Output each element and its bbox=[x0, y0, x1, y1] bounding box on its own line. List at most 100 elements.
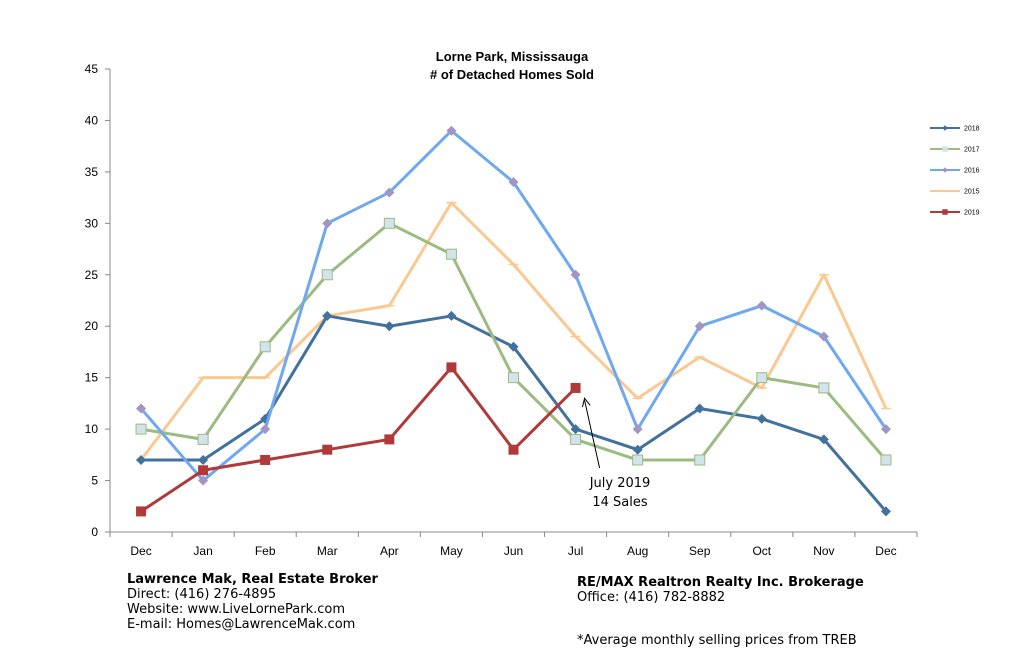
series-2017 bbox=[135, 217, 892, 466]
x-tick-label: May bbox=[440, 544, 463, 558]
brokerage-name: RE/MAX Realtron Realty Inc. Brokerage bbox=[577, 575, 864, 590]
data-point-2019 bbox=[384, 434, 395, 445]
series-2018 bbox=[136, 310, 891, 517]
data-point-2016 bbox=[446, 125, 457, 136]
data-point-2017 bbox=[383, 217, 395, 229]
data-point-2018 bbox=[198, 454, 209, 465]
x-tick-label: Jun bbox=[504, 544, 523, 558]
data-point-2016 bbox=[694, 321, 705, 332]
data-point-2017 bbox=[756, 372, 768, 384]
series-2016 bbox=[136, 125, 891, 486]
chart-annotation: July 2019 14 Sales bbox=[581, 397, 651, 510]
data-point-2016 bbox=[198, 475, 209, 486]
broker-website[interactable]: Website: www.LiveLornePark.com bbox=[127, 602, 346, 617]
chart-title: Lorne Park, Mississauga bbox=[436, 49, 589, 64]
broker-contact: Lawrence Mak, Real Estate Broker Direct:… bbox=[127, 572, 378, 632]
source-note: *Average monthly selling prices from TRE… bbox=[577, 633, 857, 648]
data-point-2017 bbox=[632, 454, 644, 466]
data-point-2016 bbox=[508, 177, 519, 188]
chart-legend: 2018 2017 2016 2015 2019 bbox=[930, 125, 980, 217]
legend-item-2015: 2015 bbox=[930, 189, 980, 196]
data-point-2016 bbox=[260, 424, 271, 435]
x-tick-label: Oct bbox=[752, 544, 771, 558]
legend-marker bbox=[942, 125, 948, 131]
x-tick-label: Sep bbox=[689, 544, 711, 558]
legend-marker bbox=[942, 167, 948, 173]
legend-item-2017: 2017 bbox=[930, 146, 980, 154]
brokerage-office-phone: Office: (416) 782-8882 bbox=[577, 590, 726, 605]
series-2019 bbox=[136, 362, 581, 517]
x-tick-label: Apr bbox=[380, 544, 399, 558]
annotation-text: July 2019 bbox=[589, 476, 651, 491]
data-point-2016 bbox=[632, 424, 643, 435]
data-point-2016 bbox=[322, 218, 333, 229]
x-tick-label: Feb bbox=[255, 544, 276, 558]
data-point-2018 bbox=[446, 310, 457, 321]
x-tick-label: Jul bbox=[568, 544, 583, 558]
data-point-2018 bbox=[632, 444, 643, 455]
data-point-2016 bbox=[570, 269, 581, 280]
data-point-2019 bbox=[260, 454, 271, 465]
series-line-2019 bbox=[140, 365, 577, 513]
y-tick-label: 15 bbox=[85, 371, 99, 385]
data-point-2016 bbox=[818, 331, 829, 342]
data-point-2018 bbox=[694, 403, 705, 414]
data-point-2019 bbox=[198, 465, 209, 476]
legend-label: 2015 bbox=[964, 189, 980, 196]
broker-direct-phone: Direct: (416) 276-4895 bbox=[127, 587, 277, 602]
broker-email[interactable]: E-mail: Homes@LawrenceMak.com bbox=[127, 617, 356, 632]
data-point-2018 bbox=[322, 310, 333, 321]
data-point-2018 bbox=[756, 413, 767, 424]
line-chart: Lorne Park, Mississauga # of Detached Ho… bbox=[85, 49, 980, 558]
data-point-2017 bbox=[259, 341, 271, 353]
annotation-arrow-head bbox=[581, 397, 591, 408]
data-point-2017 bbox=[321, 269, 333, 281]
data-point-2017 bbox=[135, 423, 147, 435]
data-point-2017 bbox=[818, 382, 830, 394]
data-point-2019 bbox=[322, 444, 333, 455]
legend-marker bbox=[942, 146, 948, 152]
legend-item-2018: 2018 bbox=[930, 125, 980, 133]
legend-label: 2018 bbox=[964, 126, 980, 133]
x-tick-label: Dec bbox=[130, 544, 151, 558]
data-point-2018 bbox=[570, 424, 581, 435]
x-tick-label: Mar bbox=[317, 544, 338, 558]
chart-axes: 0 5 10 15 20 25 30 35 40 45 Dec Jan Feb Mar Apr May Jun J… bbox=[85, 62, 918, 558]
y-tick-label: 40 bbox=[85, 113, 99, 127]
y-tick-label: 5 bbox=[91, 474, 98, 488]
data-point-2017 bbox=[445, 248, 457, 260]
data-point-2019 bbox=[570, 382, 581, 393]
data-point-2017 bbox=[880, 454, 892, 466]
y-tick-label: 0 bbox=[91, 525, 98, 539]
data-point-2018 bbox=[384, 321, 395, 332]
data-point-2017 bbox=[197, 433, 209, 445]
data-point-2019 bbox=[508, 444, 519, 455]
data-point-2017 bbox=[570, 433, 582, 445]
data-point-2018 bbox=[508, 341, 519, 352]
y-tick-label: 25 bbox=[85, 268, 99, 282]
y-tick-label: 20 bbox=[85, 319, 99, 333]
data-point-2016 bbox=[756, 300, 767, 311]
x-tick-label: Aug bbox=[627, 544, 648, 558]
data-point-2017 bbox=[508, 372, 519, 384]
annotation-arrow-line bbox=[584, 400, 601, 469]
data-point-2018 bbox=[136, 454, 147, 465]
data-point-2018 bbox=[818, 434, 829, 445]
data-point-2017 bbox=[694, 454, 706, 466]
data-point-2016 bbox=[136, 403, 147, 414]
y-tick-label: 30 bbox=[85, 216, 99, 230]
chart-subtitle: # of Detached Homes Sold bbox=[430, 67, 594, 82]
series-2015 bbox=[136, 201, 891, 461]
annotation-text: 14 Sales bbox=[592, 495, 648, 510]
legend-label: 2017 bbox=[964, 147, 980, 154]
legend-item-2016: 2016 bbox=[930, 167, 980, 175]
y-tick-label: 35 bbox=[85, 165, 99, 179]
legend-label: 2016 bbox=[964, 168, 980, 175]
data-point-2018 bbox=[880, 506, 891, 517]
series-lines bbox=[135, 125, 892, 517]
x-tick-label: Nov bbox=[813, 544, 834, 558]
legend-item-2019: 2019 bbox=[930, 209, 980, 217]
y-tick-label: 45 bbox=[85, 62, 99, 76]
brokerage-contact: RE/MAX Realtron Realty Inc. Brokerage Of… bbox=[577, 575, 864, 605]
y-tick-label: 10 bbox=[85, 422, 99, 436]
